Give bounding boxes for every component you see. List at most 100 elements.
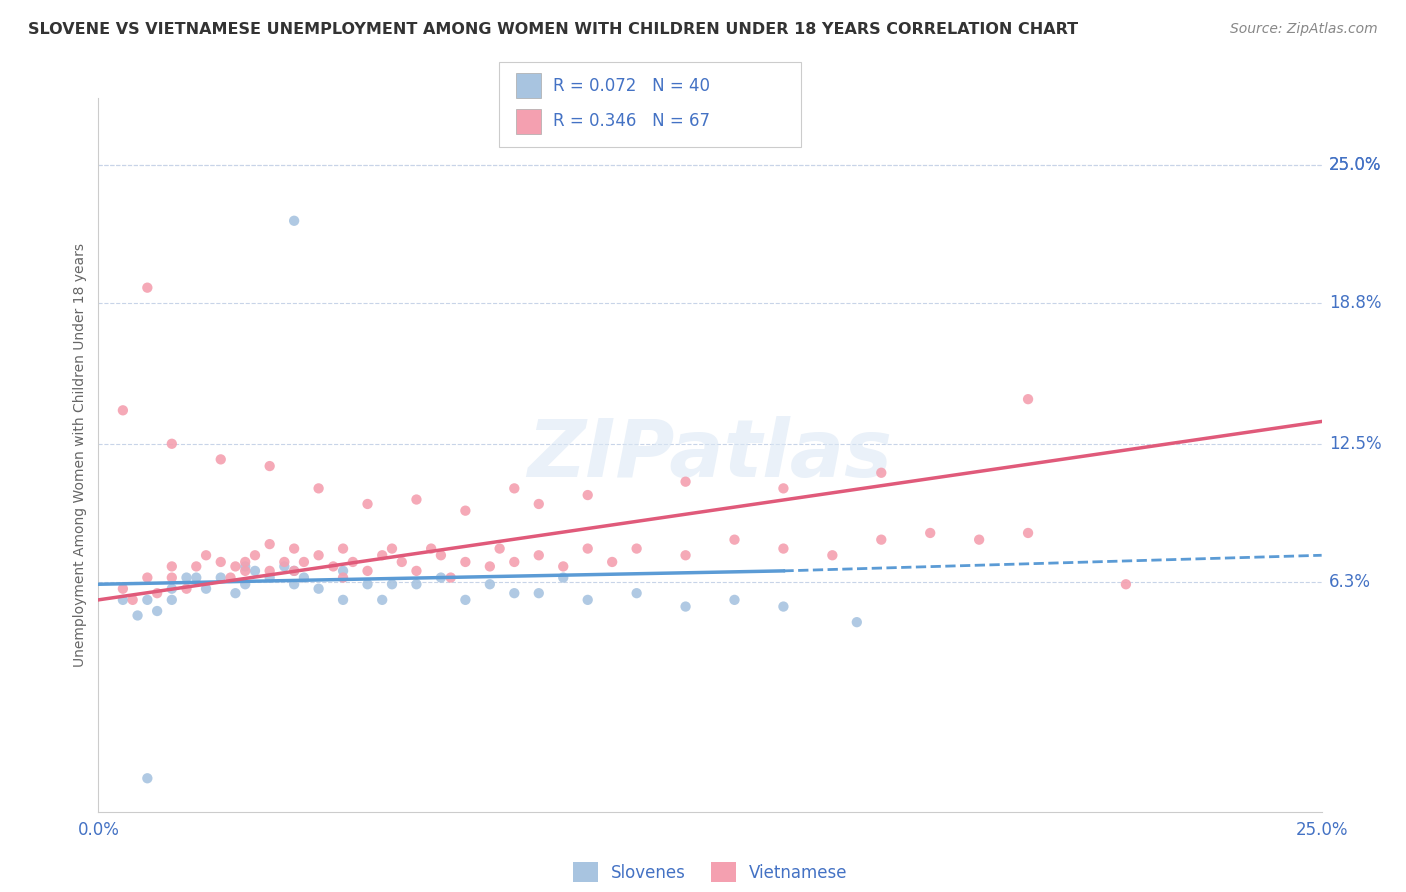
Point <box>1115 577 1137 591</box>
Point <box>576 488 599 502</box>
Point <box>146 604 169 618</box>
Text: R = 0.072   N = 40: R = 0.072 N = 40 <box>553 77 710 95</box>
Point <box>273 559 295 574</box>
Point <box>332 564 354 578</box>
Point <box>600 555 623 569</box>
Point <box>308 582 330 596</box>
Point <box>576 592 599 607</box>
Point <box>430 571 453 585</box>
Point <box>332 571 354 585</box>
Point <box>160 592 183 607</box>
Point <box>430 548 453 563</box>
Point <box>332 592 354 607</box>
Point <box>121 592 143 607</box>
Point <box>224 586 246 600</box>
Point <box>1017 392 1039 407</box>
Point <box>332 541 354 556</box>
Point <box>273 555 295 569</box>
Point <box>356 497 378 511</box>
Point <box>405 577 427 591</box>
Point <box>160 436 183 450</box>
Point <box>576 541 599 556</box>
Point <box>391 555 413 569</box>
Point <box>845 615 868 630</box>
Point <box>870 533 893 547</box>
Point <box>259 564 281 578</box>
Text: 12.5%: 12.5% <box>1329 434 1381 453</box>
Point <box>440 571 463 585</box>
Point <box>381 541 404 556</box>
Point <box>342 555 364 569</box>
Point <box>503 586 526 600</box>
Point <box>920 525 942 540</box>
Point <box>233 564 256 578</box>
Point <box>308 482 330 496</box>
Point <box>146 586 169 600</box>
Point <box>160 571 183 585</box>
Point <box>259 458 281 473</box>
Point <box>381 577 404 591</box>
Point <box>478 559 501 574</box>
Point <box>127 608 149 623</box>
Point <box>772 482 794 496</box>
Point <box>136 592 159 607</box>
Point <box>233 555 256 569</box>
Point <box>136 571 159 585</box>
Point <box>454 503 477 517</box>
Point <box>675 599 697 614</box>
Point <box>772 541 794 556</box>
Point <box>553 571 575 585</box>
Point <box>870 466 893 480</box>
Legend: Slovenes, Vietnamese: Slovenes, Vietnamese <box>565 855 855 889</box>
Point <box>283 564 305 578</box>
Point <box>626 586 648 600</box>
Text: SLOVENE VS VIETNAMESE UNEMPLOYMENT AMONG WOMEN WITH CHILDREN UNDER 18 YEARS CORR: SLOVENE VS VIETNAMESE UNEMPLOYMENT AMONG… <box>28 22 1078 37</box>
Text: 18.8%: 18.8% <box>1329 294 1381 312</box>
Text: 25.0%: 25.0% <box>1329 156 1381 174</box>
Point <box>176 582 198 596</box>
Point <box>186 571 208 585</box>
Point <box>356 577 378 591</box>
Point <box>503 555 526 569</box>
Point <box>233 559 256 574</box>
Point <box>209 452 232 467</box>
Point <box>160 559 183 574</box>
Point <box>233 577 256 591</box>
Point <box>292 555 315 569</box>
Point <box>259 537 281 551</box>
Point <box>209 571 232 585</box>
Text: R = 0.346   N = 67: R = 0.346 N = 67 <box>553 112 710 130</box>
Point <box>723 592 745 607</box>
Point <box>283 541 305 556</box>
Point <box>308 548 330 563</box>
Point <box>195 582 218 596</box>
Point <box>527 497 550 511</box>
Point <box>772 599 794 614</box>
Point <box>967 533 990 547</box>
Point <box>675 475 697 489</box>
Point <box>821 548 844 563</box>
Point <box>111 403 134 417</box>
Point <box>371 592 394 607</box>
Point <box>243 564 266 578</box>
Point <box>527 586 550 600</box>
Point <box>259 571 281 585</box>
Point <box>626 541 648 556</box>
Point <box>219 571 242 585</box>
Point <box>371 548 394 563</box>
Point <box>454 555 477 569</box>
Point <box>405 564 427 578</box>
Point <box>553 559 575 574</box>
Text: ZIPatlas: ZIPatlas <box>527 416 893 494</box>
Point <box>454 592 477 607</box>
Point <box>195 548 218 563</box>
Point <box>243 548 266 563</box>
Point <box>160 582 183 596</box>
Text: 6.3%: 6.3% <box>1329 573 1371 591</box>
Point <box>356 564 378 578</box>
Point <box>1017 525 1039 540</box>
Point <box>292 571 315 585</box>
Point <box>405 492 427 507</box>
Point <box>209 555 232 569</box>
Point <box>675 548 697 563</box>
